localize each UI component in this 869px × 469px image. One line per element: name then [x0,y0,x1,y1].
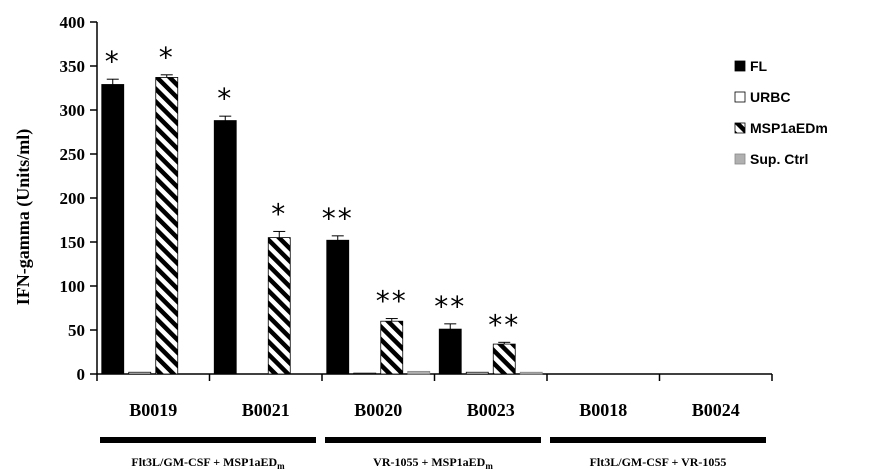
y-tick-label: 50 [68,321,85,340]
legend-swatch [734,60,746,72]
x-axis [96,373,773,381]
y-tick-label: 0 [77,365,86,384]
significance-star: ** [434,290,466,323]
group-label: Flt3L/GM-CSF + VR-1055 [590,455,727,469]
legend-label: MSP1aEDm [750,120,828,136]
significance-star: ** [488,308,520,341]
group-bracket-bar [100,437,316,443]
bar-urbc-b0023 [465,371,489,375]
bar-fl-b0021 [213,120,237,375]
category-label: B0020 [354,400,402,420]
legend-swatch [734,153,746,165]
legend-swatch [734,122,746,134]
category-label: B0023 [467,400,515,420]
y-tick-label: 250 [60,145,86,164]
significance-star: * [271,197,287,230]
legend-swatch [734,91,746,103]
bar-urbc-b0019 [128,371,152,375]
significance-annotations: * *** **** **** [105,41,520,342]
bar-msp1aedm-b0023 [492,343,516,375]
legend-label: FL [750,58,768,74]
bar-sup-ctrl-b0020 [407,370,431,375]
legend-label: URBC [750,89,790,105]
y-tick-label: 200 [60,189,86,208]
significance-star: ** [322,202,354,235]
bar-msp1aedm-b0019 [155,77,179,375]
group-label: VR-1055 + MSP1aEDm [373,455,493,469]
y-tick-label: 300 [60,101,86,120]
significance-star: ** [376,285,408,318]
y-axis: 0 50 100 150 200 250 300 350 400 [60,13,98,384]
bar-msp1aedm-b0020 [380,320,404,375]
significance-star: * [159,41,175,74]
bar-fl-b0023 [438,328,462,375]
y-tick-label: 150 [60,233,86,252]
category-label: B0024 [692,400,740,420]
bar-fl-b0020 [326,239,350,375]
legend: FL URBC MSP1aEDm Sup. Ctrl [734,58,828,167]
significance-star: * [105,45,121,78]
group-label: Flt3L/GM-CSF + MSP1aEDm [131,455,285,469]
bar-fl-b0019 [101,84,125,375]
bar-msp1aedm-b0021 [267,237,291,375]
y-tick-label: 400 [60,13,86,32]
y-tick-label: 350 [60,57,86,76]
bars [101,74,543,375]
category-label: B0018 [579,400,627,420]
y-tick-label: 100 [60,277,86,296]
bar-urbc-b0020 [353,372,377,375]
group-bracket-bar [325,437,541,443]
category-label: B0019 [129,400,177,420]
bar-sup-ctrl-b0023 [519,371,543,375]
category-label: B0021 [242,400,290,420]
category-labels: B0019 B0021 B0020 B0023 B0018 B0024 [129,400,740,420]
group-brackets: Flt3L/GM-CSF + MSP1aEDm VR-1055 + MSP1aED… [100,437,766,469]
y-axis-title: IFN-gamma (Units/ml) [13,129,34,305]
legend-label: Sup. Ctrl [750,151,808,167]
significance-star: * [217,82,233,115]
group-bracket-bar [550,437,766,443]
